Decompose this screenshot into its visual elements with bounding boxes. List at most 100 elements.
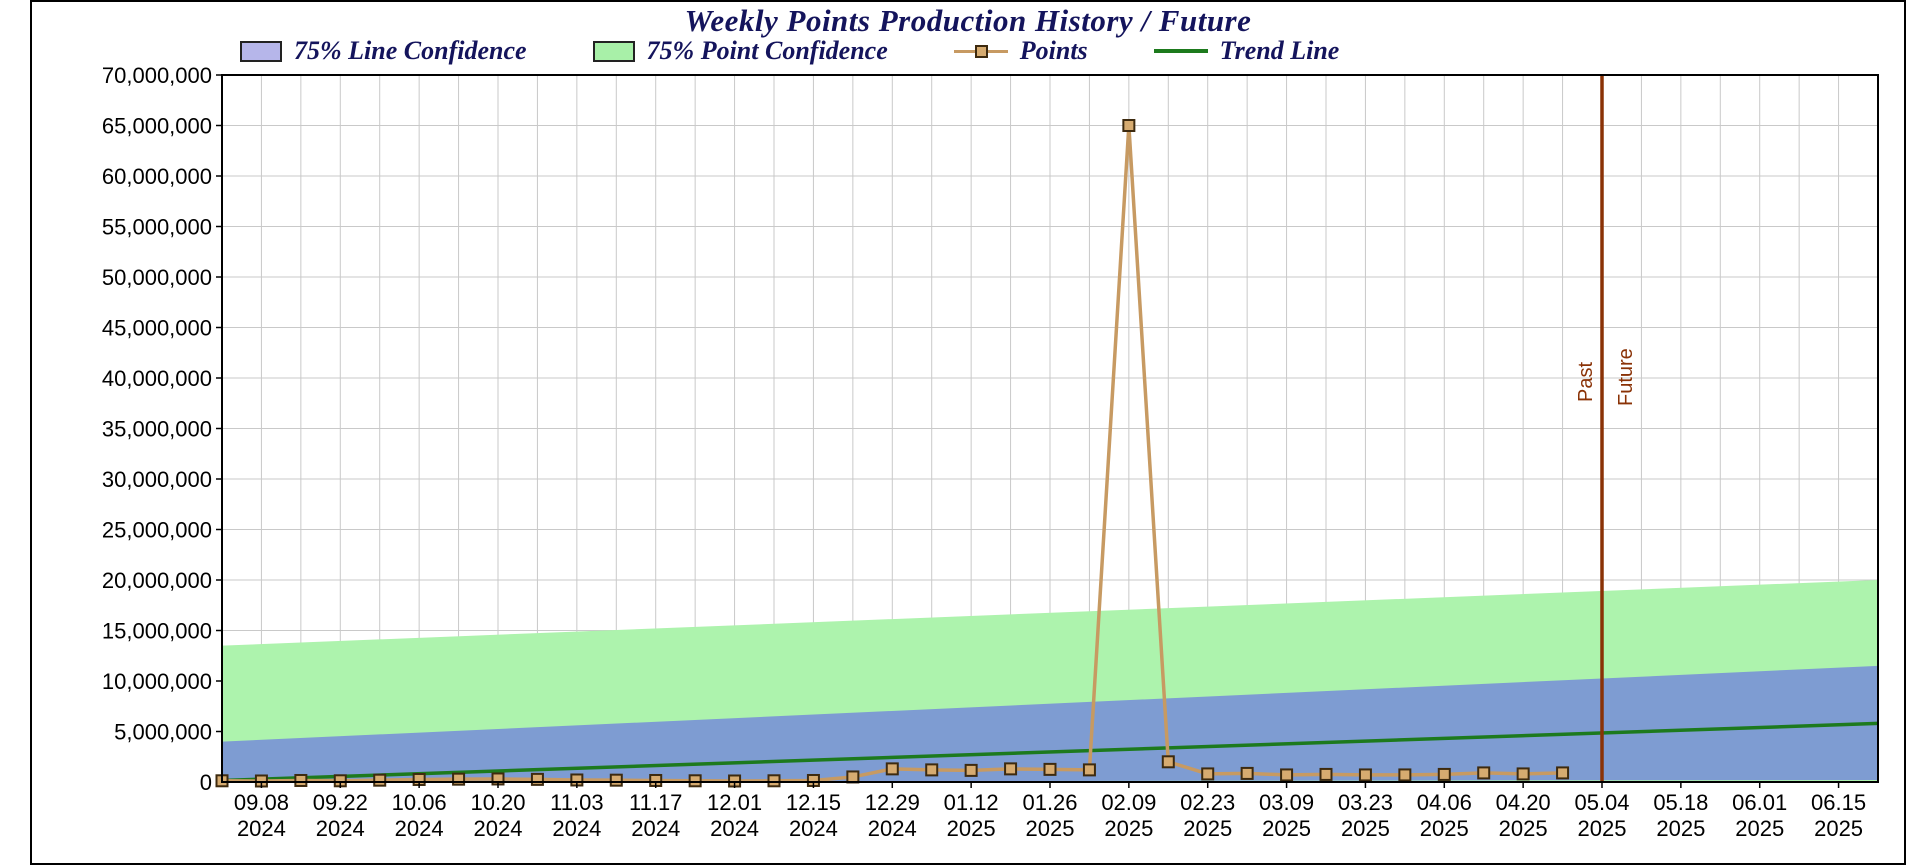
x-tick-label-year: 2025 bbox=[1578, 816, 1627, 841]
x-tick-label-date: 12.01 bbox=[707, 790, 762, 815]
x-tick-label-date: 06.01 bbox=[1732, 790, 1787, 815]
x-tick-label-date: 04.20 bbox=[1496, 790, 1551, 815]
x-tick-label-date: 04.06 bbox=[1417, 790, 1472, 815]
point-marker bbox=[767, 774, 781, 788]
x-tick-label-date: 09.22 bbox=[313, 790, 368, 815]
x-tick-label-date: 09.08 bbox=[234, 790, 289, 815]
point-marker bbox=[530, 772, 544, 786]
y-tick-label: 55,000,000 bbox=[102, 215, 212, 240]
x-tick-label-date: 03.09 bbox=[1259, 790, 1314, 815]
x-tick-label-year: 2025 bbox=[1656, 816, 1705, 841]
point-marker bbox=[1043, 762, 1057, 776]
point-marker bbox=[1319, 767, 1333, 781]
x-tick-label-year: 2024 bbox=[316, 816, 365, 841]
point-marker bbox=[1004, 762, 1018, 776]
x-tick-label-date: 12.29 bbox=[865, 790, 920, 815]
point-marker bbox=[1280, 768, 1294, 782]
x-tick-label-date: 10.20 bbox=[470, 790, 525, 815]
y-tick-label: 5,000,000 bbox=[114, 720, 212, 745]
point-marker bbox=[1477, 766, 1491, 780]
x-tick-label-year: 2025 bbox=[1499, 816, 1548, 841]
y-tick-label: 30,000,000 bbox=[102, 467, 212, 492]
x-tick-label-date: 05.04 bbox=[1574, 790, 1629, 815]
trend-line-swatch-icon bbox=[1153, 40, 1208, 62]
x-tick-label-year: 2024 bbox=[552, 816, 601, 841]
y-tick-label: 10,000,000 bbox=[102, 669, 212, 694]
x-tick-label-year: 2025 bbox=[1104, 816, 1153, 841]
x-tick-label-year: 2024 bbox=[395, 816, 444, 841]
past-label: Past bbox=[1575, 362, 1597, 402]
x-tick-label-year: 2024 bbox=[868, 816, 917, 841]
chart-frame: Weekly Points Production History / Futur… bbox=[30, 0, 1906, 865]
legend-item-line-confidence: 75% Line Confidence bbox=[240, 36, 527, 66]
plot-svg: 0 5,000,000 10,000,000 15,000,000 20,000,000… bbox=[102, 63, 1879, 841]
y-tick-label: 20,000,000 bbox=[102, 568, 212, 593]
line-confidence-band bbox=[222, 665, 1878, 782]
point-marker bbox=[373, 773, 387, 787]
future-label: Future bbox=[1615, 348, 1637, 406]
point-marker bbox=[1122, 119, 1136, 132]
y-tick-label: 50,000,000 bbox=[102, 265, 212, 290]
x-tick-label-date: 06.15 bbox=[1811, 790, 1866, 815]
x-tick-label-date: 03.23 bbox=[1338, 790, 1393, 815]
x-tick-label-date: 02.09 bbox=[1101, 790, 1156, 815]
points-marker-glyph bbox=[974, 45, 988, 58]
legend-label-trend: Trend Line bbox=[1219, 36, 1340, 65]
legend-item-point-confidence: 75% Point Confidence bbox=[592, 36, 888, 66]
line-confidence-swatch-icon bbox=[240, 40, 282, 62]
point-marker bbox=[1161, 755, 1175, 769]
chart-title: Weekly Points Production History / Futur… bbox=[684, 3, 1252, 38]
x-tick-label-year: 2025 bbox=[1735, 816, 1784, 841]
x-tick-label-year: 2025 bbox=[1262, 816, 1311, 841]
x-tick-label-year: 2024 bbox=[631, 816, 680, 841]
plot-border bbox=[221, 74, 1879, 783]
legend: 75% Line Confidence 75% Point Confidence… bbox=[240, 36, 1339, 66]
x-tick-label-year: 2025 bbox=[1026, 816, 1075, 841]
x-tick-label-date: 11.17 bbox=[629, 790, 682, 815]
point-confidence-swatch-icon bbox=[592, 40, 635, 62]
y-tick-label: 40,000,000 bbox=[102, 366, 212, 391]
x-tick-label-date: 12.15 bbox=[786, 790, 841, 815]
point-marker bbox=[1398, 768, 1412, 782]
point-marker bbox=[688, 774, 702, 788]
x-tick-label-date: 10.06 bbox=[392, 790, 447, 815]
x-tick-label-year: 2025 bbox=[1814, 816, 1863, 841]
point-marker bbox=[964, 763, 978, 777]
point-marker bbox=[885, 762, 899, 776]
points-series-swatch-icon bbox=[953, 40, 1008, 62]
x-tick-label-date: 01.12 bbox=[944, 790, 999, 815]
y-tick-label: 60,000,000 bbox=[102, 164, 212, 189]
trend-line-glyph bbox=[1153, 49, 1208, 53]
x-tick-label-year: 2025 bbox=[947, 816, 996, 841]
y-tick-label: 35,000,000 bbox=[102, 417, 212, 442]
x-tick-label-year: 2024 bbox=[474, 816, 523, 841]
x-tick-label-year: 2024 bbox=[710, 816, 759, 841]
y-tick-label: 25,000,000 bbox=[102, 518, 212, 543]
point-marker bbox=[294, 773, 308, 787]
point-marker bbox=[609, 773, 623, 787]
point-marker bbox=[1201, 767, 1215, 781]
point-marker bbox=[925, 763, 939, 777]
x-tick-label-date: 01.26 bbox=[1022, 790, 1077, 815]
x-tick-label-date: 02.23 bbox=[1180, 790, 1235, 815]
point-marker bbox=[452, 772, 466, 786]
point-marker bbox=[846, 770, 860, 784]
point-marker bbox=[1437, 767, 1451, 781]
y-tick-label: 0 bbox=[200, 770, 212, 795]
x-tick-label-year: 2025 bbox=[1341, 816, 1390, 841]
legend-label-point-confidence: 75% Point Confidence bbox=[646, 36, 888, 65]
y-tick-label: 65,000,000 bbox=[102, 114, 212, 139]
y-tick-label: 15,000,000 bbox=[102, 619, 212, 644]
legend-label-points: Points bbox=[1019, 36, 1088, 65]
legend-item-trend: Trend Line bbox=[1153, 36, 1340, 66]
x-tick-label-date: 05.18 bbox=[1653, 790, 1708, 815]
y-tick-label: 70,000,000 bbox=[102, 63, 212, 88]
point-marker bbox=[1082, 763, 1096, 777]
x-tick-label-year: 2024 bbox=[237, 816, 286, 841]
point-marker bbox=[1358, 768, 1372, 782]
point-marker bbox=[1556, 766, 1570, 780]
legend-label-line-confidence: 75% Line Confidence bbox=[294, 36, 527, 65]
y-tick-label: 45,000,000 bbox=[102, 316, 212, 341]
point-marker bbox=[1240, 766, 1254, 780]
